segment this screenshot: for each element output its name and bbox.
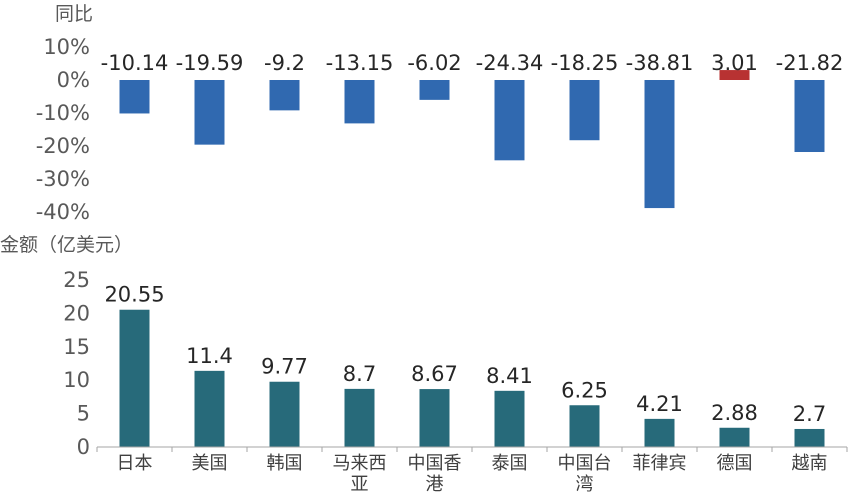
top-y-tick: -30% [36,167,90,191]
amount-label-hongkong: 8.67 [411,362,458,386]
bottom-y-tick: 20 [63,301,90,325]
yoy-bar-malaysia [344,80,375,124]
category-label-vietnam: 越南 [792,453,828,474]
yoy-label-philippines: -38.81 [626,51,694,75]
yoy-label-korea: -9.2 [264,51,305,75]
amount-bar-philippines [644,418,675,447]
category-label-hongkong: 中国香港 [408,453,462,493]
yoy-bar-japan [119,80,150,114]
yoy-label-taiwan: -18.25 [551,51,619,75]
amount-label-vietnam: 2.7 [793,402,826,426]
amount-label-malaysia: 8.7 [343,362,376,386]
amount-label-philippines: 4.21 [636,392,683,416]
amount-chart: 25 20 15 10 5 0 20.55 11.4 9.77 8.7 8.67 8.41 6.25 4.… [63,268,848,493]
yoy-label-vietnam: -21.82 [776,51,844,75]
amount-label-korea: 9.77 [261,355,308,379]
bottom-y-tick: 15 [63,335,90,359]
yoy-bar-usa [194,80,225,145]
top-y-tick: 0% [57,68,90,92]
category-label-germany: 德国 [717,453,753,474]
yoy-bar-thailand [494,80,525,161]
category-label-thailand: 泰国 [492,453,528,474]
yoy-label-malaysia: -13.15 [326,51,394,75]
amount-bar-malaysia [344,388,375,447]
yoy-label-usa: -19.59 [176,51,244,75]
yoy-bar-vietnam [794,80,825,153]
yoy-chart: 10% 0% -10% -20% -30% -40% -10.14 -19.59 -9.2 -13… [36,35,844,224]
amount-label-germany: 2.88 [711,401,758,425]
yoy-bar-hongkong [419,80,450,100]
bottom-y-tick: 10 [63,368,90,392]
category-label-philippines: 菲律宾 [633,453,687,474]
amount-label-taiwan: 6.25 [561,378,608,402]
category-label-korea: 韩国 [267,453,303,474]
amount-bar-hongkong [419,389,450,447]
top-ylabel: 同比 [55,3,93,25]
top-y-tick: -40% [36,200,90,224]
top-y-tick: -10% [36,101,90,125]
amount-bar-thailand [494,390,525,447]
amount-bar-germany [719,427,750,447]
yoy-label-germany: 3.01 [711,51,758,75]
bottom-y-tick: 5 [77,402,90,426]
amount-bar-japan [119,309,150,447]
yoy-label-hongkong: -6.02 [407,51,461,75]
yoy-bar-korea [269,80,300,111]
top-y-tick: 10% [43,35,90,59]
amount-bar-vietnam [794,428,825,447]
yoy-bar-taiwan [569,80,600,141]
yoy-label-japan: -10.14 [101,51,169,75]
amount-label-usa: 11.4 [186,344,233,368]
amount-label-thailand: 8.41 [486,364,533,388]
yoy-bar-germany [719,70,750,80]
bottom-y-tick: 0 [77,435,90,459]
amount-bar-korea [269,381,300,447]
top-y-tick: -20% [36,134,90,158]
amount-label-japan: 20.55 [104,283,164,307]
category-label-usa: 美国 [192,453,228,474]
bottom-y-tick: 25 [63,268,90,292]
bottom-ylabel: 金额（亿美元） [0,234,133,256]
category-label-taiwan: 中国台湾 [558,453,612,493]
yoy-bar-philippines [644,80,675,209]
category-label-japan: 日本 [117,453,153,474]
amount-bar-taiwan [569,405,600,447]
category-label-malaysia: 马来西亚 [333,453,387,493]
yoy-label-thailand: -24.34 [476,51,544,75]
amount-bar-usa [194,370,225,447]
